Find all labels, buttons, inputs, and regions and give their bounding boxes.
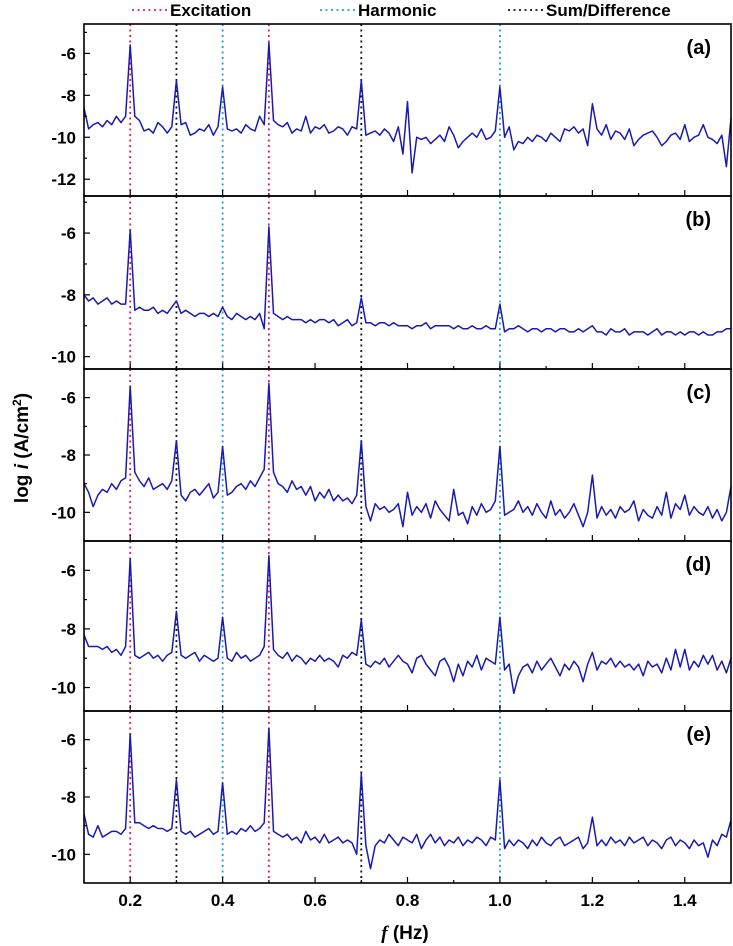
panel-frame <box>83 195 732 370</box>
y-tick-label: -10 <box>51 128 76 147</box>
legend-label: Harmonic <box>358 1 436 20</box>
y-tick-label: -8 <box>61 620 76 639</box>
y-axis-title-part: ) <box>12 393 33 399</box>
panels: -6 -8 -10 -12 (a) -6 -8 -10 (b) -6 -8 -10 (c) -6 -8 -10… <box>51 23 732 884</box>
y-tick-label: -8 <box>61 86 76 105</box>
panel-label: (b) <box>685 209 711 231</box>
x-tick-label: 0.6 <box>303 891 327 910</box>
y-tick-label: -10 <box>51 503 76 522</box>
x-tick-label: 1.4 <box>673 891 697 910</box>
series-line <box>83 382 732 528</box>
panel-frame <box>83 368 732 542</box>
y-axis-title: log i (A/cm2) <box>10 393 33 503</box>
y-tick-label: -8 <box>61 446 76 465</box>
panel-label: (a) <box>687 37 711 59</box>
x-tick-label: 0.2 <box>118 891 142 910</box>
series-line <box>83 226 731 336</box>
x-axis-title: f (Hz) <box>381 923 428 944</box>
x-axis-title-symbol: f <box>381 923 389 944</box>
x-axis: 0.2 0.4 0.6 0.8 1.0 1.2 1.4 <box>118 891 697 910</box>
y-tick-label: -6 <box>61 389 76 408</box>
legend-label: Sum/Difference <box>546 1 671 20</box>
series-line <box>83 42 732 174</box>
panel-b: -6 -8 -10 (b) <box>51 195 732 370</box>
y-tick-label: -10 <box>51 679 76 698</box>
panel-c: -6 -8 -10 (c) <box>51 368 732 542</box>
y-tick-label: -6 <box>61 224 76 243</box>
x-tick-label: 1.0 <box>488 891 512 910</box>
x-axis-title-unit: (Hz) <box>388 923 429 944</box>
panel-e: -6 -8 -10 (e) <box>51 710 732 884</box>
y-axis-title-part: (A/cm <box>12 406 33 464</box>
y-tick-label: -6 <box>61 731 76 750</box>
panel-frame <box>83 540 732 712</box>
y-tick-label: -12 <box>51 170 76 189</box>
panel-label: (d) <box>685 554 711 576</box>
series-line <box>83 554 732 695</box>
y-tick-label: -8 <box>61 788 76 807</box>
legend-label: Excitation <box>170 1 251 20</box>
panel-frame <box>83 710 732 884</box>
series-line <box>83 727 732 870</box>
y-axis-title-part: 2 <box>10 399 24 406</box>
legend: Excitation Harmonic Sum/Difference <box>132 1 671 20</box>
panel-d: -6 -8 -10 (d) <box>51 540 732 712</box>
y-axis-title-part: log <box>12 469 33 503</box>
y-tick-label: -6 <box>61 561 76 580</box>
y-tick-label: -10 <box>51 845 76 864</box>
x-tick-label: 0.8 <box>396 891 420 910</box>
y-axis-title-part: i <box>12 463 33 469</box>
panel-label: (c) <box>687 382 711 404</box>
panel-a: -6 -8 -10 -12 (a) <box>51 23 732 197</box>
x-tick-label: 0.4 <box>211 891 235 910</box>
y-tick-label: -6 <box>61 44 76 63</box>
y-tick-label: -8 <box>61 286 76 305</box>
x-tick-label: 1.2 <box>581 891 605 910</box>
y-tick-label: -10 <box>51 348 76 367</box>
panel-label: (e) <box>687 724 711 746</box>
